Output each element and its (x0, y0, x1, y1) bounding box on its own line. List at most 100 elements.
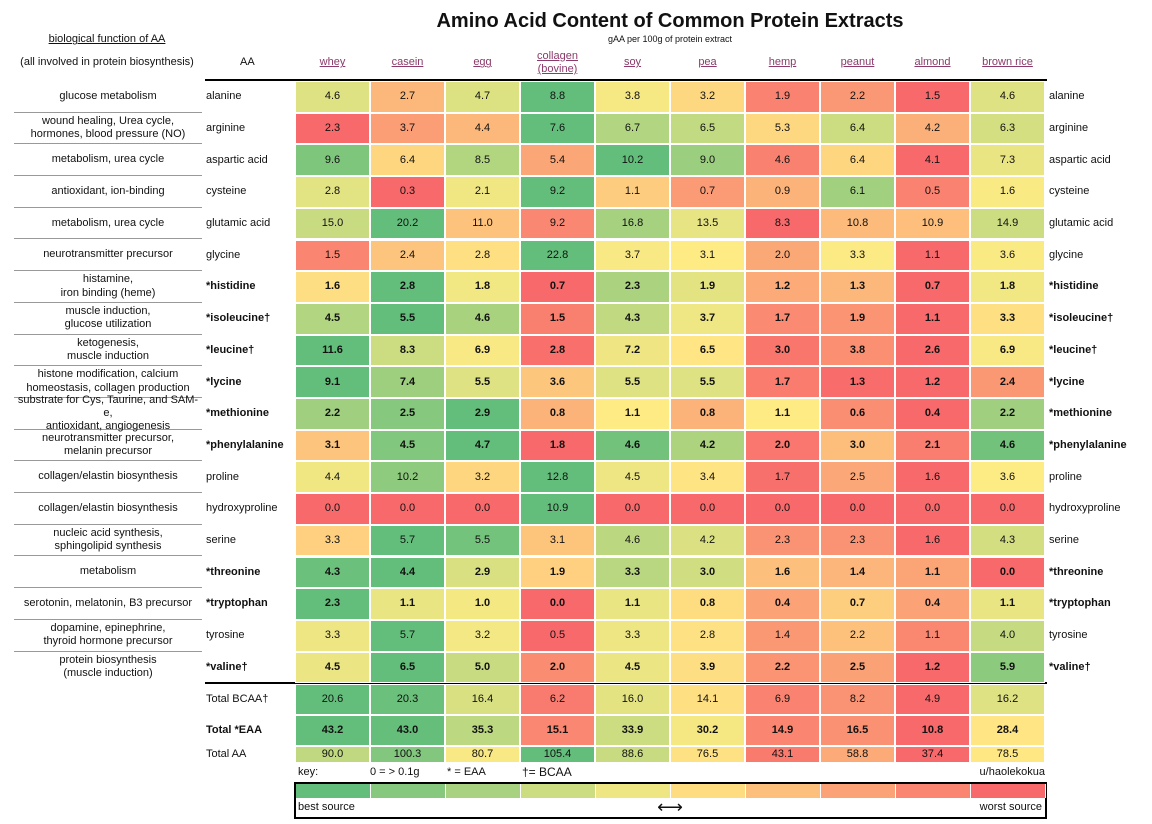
value-cell: 4.1 (895, 144, 970, 177)
value-cell: 0.8 (520, 398, 595, 430)
value-cell: 4.3 (595, 302, 670, 335)
value-cell: 3.7 (370, 112, 445, 145)
value-cell: 2.6 (895, 334, 970, 367)
value-cell: 10.9 (520, 493, 595, 525)
value-cell: 12.8 (520, 461, 595, 494)
value-cell: 4.4 (445, 112, 520, 145)
value-cell: 1.9 (820, 302, 895, 335)
value-cell: 3.0 (745, 334, 820, 367)
function-cell: muscle induction, glucose utilization (14, 303, 202, 335)
value-cell: 8.3 (370, 334, 445, 367)
extract-header: pea (698, 56, 717, 69)
value-cell: 1.9 (520, 556, 595, 589)
total-cell: 8.2 (820, 684, 895, 715)
value-cell: 2.2 (820, 619, 895, 652)
value-cell: 1.5 (895, 81, 970, 113)
aa-label: hydroxyproline (206, 502, 278, 515)
total-cell: 14.1 (670, 684, 745, 715)
value-cell: 3.0 (670, 556, 745, 589)
function-cell: nucleic acid synthesis, sphingolipid syn… (14, 525, 202, 557)
total-cell: 105.4 (520, 746, 595, 763)
value-cell: 1.1 (595, 588, 670, 620)
value-cell: 1.6 (895, 461, 970, 494)
value-cell: 8.5 (445, 144, 520, 177)
function-cell: neurotransmitter precursor (14, 240, 202, 272)
value-cell: 6.4 (820, 112, 895, 145)
total-cell: 33.9 (595, 715, 670, 746)
total-cell: 43.1 (745, 746, 820, 763)
aa-label-right: *leucine† (1049, 343, 1098, 356)
value-cell: 0.0 (670, 493, 745, 525)
value-cell: 6.1 (820, 176, 895, 208)
key-swatch (971, 784, 1046, 798)
value-cell: 2.5 (820, 651, 895, 684)
value-cell: 2.2 (820, 81, 895, 113)
total-cell: 15.1 (520, 715, 595, 746)
value-cell: 3.3 (595, 556, 670, 589)
value-cell: 1.1 (895, 619, 970, 652)
value-cell: 0.0 (520, 588, 595, 620)
total-cell: 20.6 (295, 684, 370, 715)
value-cell: 2.4 (370, 239, 445, 272)
value-cell: 6.4 (370, 144, 445, 177)
value-cell: 1.3 (820, 366, 895, 398)
total-cell: 43.0 (370, 715, 445, 746)
value-cell: 1.2 (895, 366, 970, 398)
total-cell: 16.0 (595, 684, 670, 715)
value-cell: 3.0 (820, 429, 895, 462)
value-cell: 2.2 (295, 398, 370, 430)
value-cell: 3.1 (295, 429, 370, 462)
key-swatch (746, 784, 821, 798)
value-cell: 9.2 (520, 207, 595, 240)
value-cell: 7.4 (370, 366, 445, 398)
total-cell: 90.0 (295, 746, 370, 763)
value-cell: 5.9 (970, 651, 1045, 684)
value-cell: 0.9 (745, 176, 820, 208)
value-cell: 1.8 (445, 271, 520, 303)
value-cell: 0.4 (895, 588, 970, 620)
total-label: Total BCAA† (206, 692, 269, 705)
value-cell: 1.6 (295, 271, 370, 303)
value-cell: 1.9 (745, 81, 820, 113)
value-cell: 2.3 (295, 588, 370, 620)
value-cell: 6.5 (370, 651, 445, 684)
aa-label: alanine (206, 90, 242, 103)
value-cell: 9.2 (520, 176, 595, 208)
value-cell: 4.3 (970, 524, 1045, 557)
value-cell: 5.7 (370, 619, 445, 652)
value-cell: 11.0 (445, 207, 520, 240)
total-cell: 14.9 (745, 715, 820, 746)
aa-label-right: tyrosine (1049, 629, 1088, 642)
extract-header: peanut (840, 56, 875, 69)
value-cell: 3.6 (520, 366, 595, 398)
value-cell: 0.0 (970, 556, 1045, 589)
value-cell: 0.0 (295, 493, 370, 525)
key-box (294, 782, 1047, 819)
aa-label: cysteine (206, 185, 247, 198)
aa-label: tyrosine (206, 629, 245, 642)
value-cell: 4.6 (970, 81, 1045, 113)
value-cell: 0.7 (895, 271, 970, 303)
total-cell: 88.6 (595, 746, 670, 763)
value-cell: 5.4 (520, 144, 595, 177)
value-cell: 0.0 (595, 493, 670, 525)
value-cell: 0.5 (895, 176, 970, 208)
aa-label-right: glutamic acid (1049, 217, 1114, 230)
value-cell: 1.1 (370, 588, 445, 620)
aa-label-right: proline (1049, 470, 1083, 483)
aa-label: glycine (206, 248, 241, 261)
value-cell: 0.0 (745, 493, 820, 525)
total-cell: 16.4 (445, 684, 520, 715)
header-rule (205, 79, 1047, 81)
value-cell: 1.7 (745, 366, 820, 398)
function-cell: glucose metabolism (14, 81, 202, 113)
value-cell: 2.5 (370, 398, 445, 430)
total-cell: 28.4 (970, 715, 1045, 746)
value-cell: 2.2 (745, 651, 820, 684)
value-cell: 9.6 (295, 144, 370, 177)
value-cell: 5.5 (370, 302, 445, 335)
value-cell: 3.3 (970, 302, 1045, 335)
function-cell: antioxidant, ion-binding (14, 176, 202, 208)
aa-label: *threonine (206, 565, 261, 578)
